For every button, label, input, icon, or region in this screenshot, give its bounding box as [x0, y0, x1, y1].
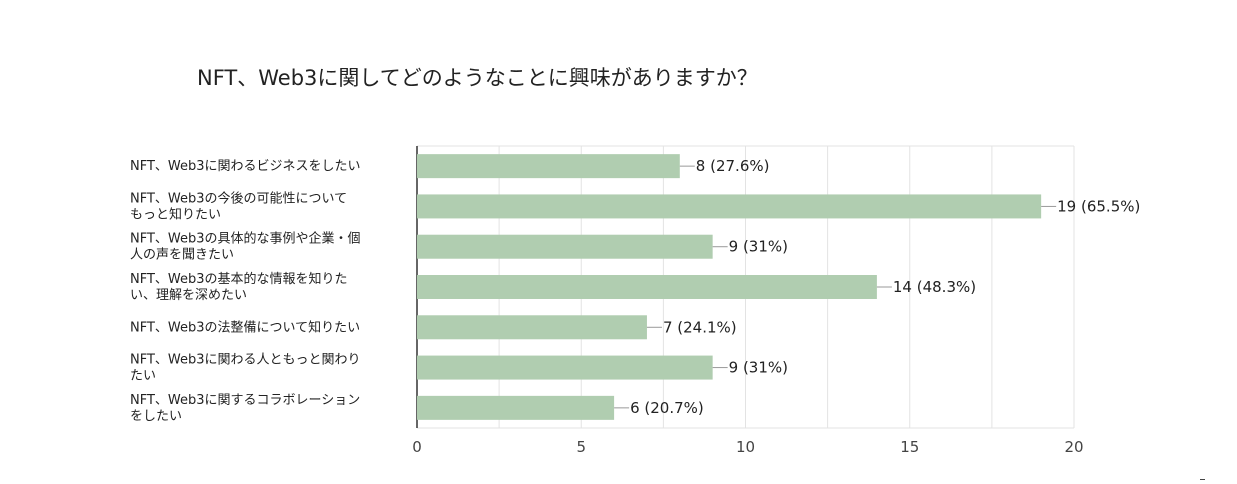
bar [417, 275, 877, 299]
category-labels: NFT、Web3に関わるビジネスをしたい NFT、Web3の今後の可能性についても… [130, 159, 361, 424]
bar [417, 315, 647, 340]
bar [417, 234, 713, 259]
category-label: い、理解を深めたい [130, 288, 247, 303]
category-label: もっと知りたい [130, 206, 221, 222]
x-tick-label: 10 [736, 438, 755, 456]
category-label: NFT、Web3に関するコラボレーション [130, 393, 360, 408]
category-label: NFT、Web3に関わる人ともっと関わり [130, 353, 361, 368]
data-label: 19 (65.5%) [1057, 197, 1140, 215]
bar [417, 154, 680, 179]
bars: 8 (27.6%) 19 (65.5%) 9 (31%) 14 (48.3%) 7 (2… [417, 154, 1140, 420]
data-label: 7 (24.1%) [663, 318, 737, 336]
data-label: 9 (31%) [729, 238, 788, 256]
category-label: NFT、Web3の今後の可能性について [130, 190, 347, 206]
data-label: 8 (27.6%) [696, 157, 770, 175]
bar [417, 355, 713, 380]
x-tick-label: 20 [1064, 438, 1083, 456]
category-label: をしたい [130, 409, 182, 424]
x-tick-label: 0 [412, 438, 422, 456]
category-label: 人の声を聞きたい [130, 248, 234, 263]
bar [417, 194, 1042, 219]
bar [417, 395, 615, 420]
corner-mark [1200, 479, 1205, 480]
category-label: NFT、Web3の法整備について知りたい [130, 319, 360, 335]
category-label: たい [130, 369, 156, 384]
category-label: NFT、Web3の基本的な情報を知りた [130, 271, 348, 287]
x-axis-ticks: 0 5 10 15 20 [412, 438, 1083, 456]
data-label: 6 (20.7%) [630, 399, 704, 417]
category-label: NFT、Web3の具体的な事例や企業・個 [130, 231, 361, 247]
x-tick-label: 15 [900, 438, 919, 456]
category-label: NFT、Web3に関わるビジネスをしたい [130, 159, 361, 174]
x-tick-label: 5 [576, 438, 586, 456]
data-label: 9 (31%) [729, 359, 788, 377]
chart-title: NFT、Web3に関してどのようなことに興味がありますか？ [197, 66, 758, 90]
data-label: 14 (48.3%) [893, 278, 976, 296]
